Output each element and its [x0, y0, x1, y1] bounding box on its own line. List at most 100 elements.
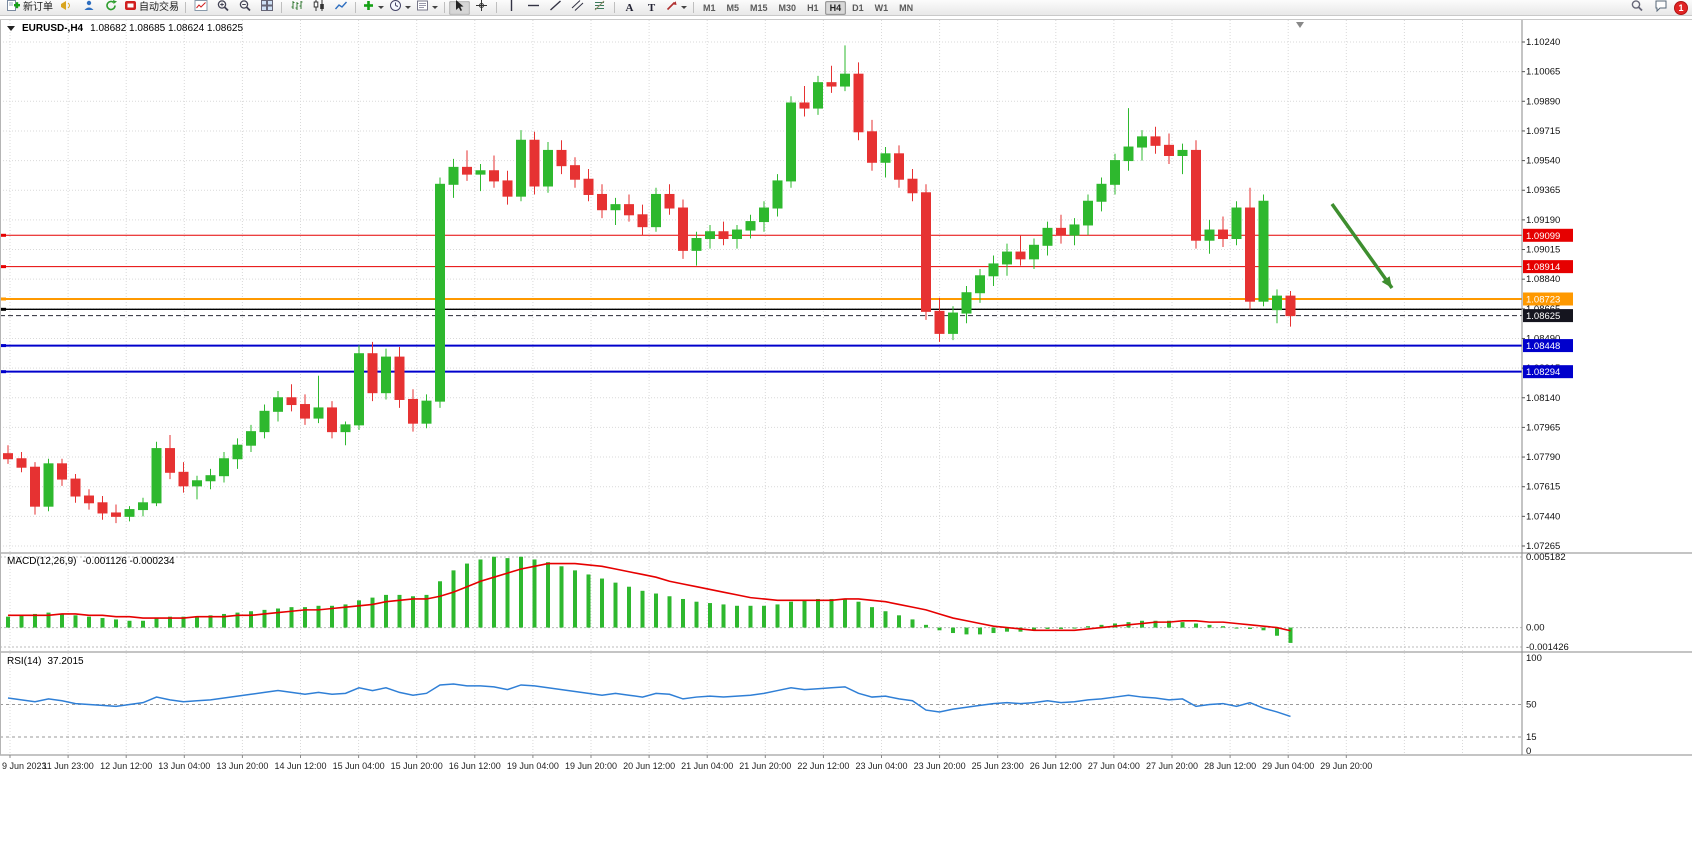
candle: [1272, 295, 1282, 311]
macd-histogram-bar: [559, 566, 564, 628]
macd-indicator-name: MACD(12,26,9): [7, 556, 77, 567]
candlestick-type-button[interactable]: [308, 0, 329, 15]
time-tick-label: 27 Jun 04:00: [1088, 761, 1140, 771]
candle: [1110, 160, 1120, 185]
line-chart-type-button[interactable]: [330, 1, 351, 15]
time-tick-label: 15 Jun 20:00: [391, 761, 443, 771]
macd-histogram-bar: [384, 594, 388, 628]
time-tick-label: 11 Jun 23:00: [42, 761, 93, 771]
chat-button[interactable]: [1650, 0, 1671, 15]
zoom-in-button[interactable]: [212, 0, 233, 17]
arrows-tool-button[interactable]: [663, 0, 689, 15]
zoom-out-button[interactable]: [234, 0, 255, 15]
autotrading-button[interactable]: 自动交易: [122, 0, 181, 15]
macd-histogram-bar: [681, 598, 685, 628]
community-button[interactable]: [78, 0, 99, 15]
macd-histogram-bar: [600, 578, 604, 628]
alerts-button[interactable]: [56, 0, 77, 15]
notification-badge[interactable]: 1: [1674, 0, 1688, 15]
text-tool-glyph: A: [625, 1, 634, 14]
macd-histogram-bar: [181, 616, 186, 628]
toolbar-separator: [693, 2, 694, 13]
search-button[interactable]: [1626, 0, 1647, 15]
timeframe-w1-button[interactable]: W1: [874, 2, 889, 13]
crosshair-tool-button[interactable]: [471, 0, 492, 15]
text-label-tool-button[interactable]: T: [641, 1, 662, 15]
macd-histogram-bar: [154, 618, 159, 628]
candle: [1042, 227, 1053, 246]
tile-windows-button[interactable]: [256, 0, 277, 15]
candle: [813, 82, 823, 109]
horizontal-level-lines[interactable]: [0, 233, 1522, 374]
timeframe-h4-button[interactable]: H4: [824, 0, 847, 15]
candle: [651, 193, 661, 228]
new-chart-button[interactable]: [190, 0, 211, 17]
trendline-tool-button[interactable]: [545, 0, 566, 15]
rsi-tick-label: 50: [1526, 700, 1537, 711]
new-order-icon: [6, 0, 21, 17]
timeframe-m5-button[interactable]: M5: [726, 2, 740, 13]
trend-arrow-annotation[interactable]: [1330, 202, 1394, 290]
zoom-in-icon: [216, 0, 230, 17]
macd-indicator-values: -0.001126 -0.000234: [82, 556, 175, 567]
candle: [759, 207, 769, 223]
macd-histogram-bar: [654, 593, 658, 628]
rsi-tick-label: 0: [1526, 746, 1531, 757]
macd-histogram-bar: [357, 600, 361, 628]
macd-histogram-bar: [789, 601, 793, 628]
timeframe-d1-button[interactable]: D1: [852, 2, 864, 13]
bar-chart-type-button[interactable]: [286, 0, 307, 15]
time-tick-label: 26 Jun 12:00: [1030, 761, 1082, 771]
macd-histogram-bar: [897, 615, 901, 628]
macd-histogram-bar: [1032, 627, 1036, 631]
candle: [1164, 144, 1174, 157]
svg-text:1.08448: 1.08448: [1526, 341, 1560, 352]
chart-canvas[interactable]: 1.10240 1.10065 1.09890 1.09715 1.09540 1.093…: [0, 16, 1692, 842]
new-chart-icon: [194, 0, 208, 17]
candle: [1002, 251, 1012, 265]
candle: [300, 404, 310, 419]
timeframe-m15-button[interactable]: M15: [750, 2, 768, 13]
candle: [705, 231, 715, 240]
text-tool-button[interactable]: A: [619, 1, 640, 15]
macd-histogram-bar: [451, 570, 456, 628]
timeframe-m1-button[interactable]: M1: [703, 2, 716, 13]
chart-expander-icon[interactable]: [7, 26, 15, 31]
timeframe-h1-button[interactable]: H1: [807, 2, 819, 13]
periods-button[interactable]: [387, 0, 413, 15]
candle: [1231, 207, 1242, 240]
timeframe-mn-button[interactable]: MN: [899, 2, 914, 13]
templates-button[interactable]: [414, 0, 440, 15]
candles: [3, 45, 1296, 524]
macd-histogram-bar: [775, 604, 780, 628]
rsi-indicator: [0, 683, 1522, 738]
fibonacci-tool-button[interactable]: [589, 0, 610, 15]
price-tick-label: 1.07440: [1526, 511, 1560, 522]
level-line-anchor: [0, 265, 6, 269]
macd-histogram-bar: [141, 620, 145, 628]
macd-histogram-bar: [937, 627, 942, 631]
horizontal-line-tool-button[interactable]: [523, 1, 544, 15]
macd-histogram-bar: [1099, 624, 1104, 628]
indicators-button[interactable]: [360, 0, 386, 15]
refresh-button[interactable]: [100, 0, 121, 15]
candle: [421, 400, 432, 424]
channel-tool-button[interactable]: [567, 0, 588, 15]
macd-signal-line: [8, 562, 1291, 632]
timeframe-m30-button[interactable]: M30: [778, 2, 797, 13]
vertical-line-tool-button[interactable]: [501, 0, 522, 15]
panel-separators[interactable]: [0, 19, 1692, 756]
price-axis[interactable]: 1.10240 1.10065 1.09890 1.09715 1.09540 1.093…: [1522, 37, 1569, 757]
new-order-button[interactable]: 新订单: [4, 0, 55, 17]
price-tick-label: 1.07615: [1526, 482, 1560, 493]
candle: [205, 475, 216, 482]
candle: [718, 231, 729, 240]
macd-histogram-bar: [1248, 627, 1252, 629]
macd-histogram-bar: [964, 627, 969, 635]
macd-histogram-bar: [1275, 627, 1279, 636]
macd-histogram-bar: [1086, 626, 1090, 628]
main-toolbar: 新订单 自动交易: [0, 0, 1692, 16]
candle: [597, 193, 607, 211]
cursor-tool-button[interactable]: [449, 0, 470, 15]
